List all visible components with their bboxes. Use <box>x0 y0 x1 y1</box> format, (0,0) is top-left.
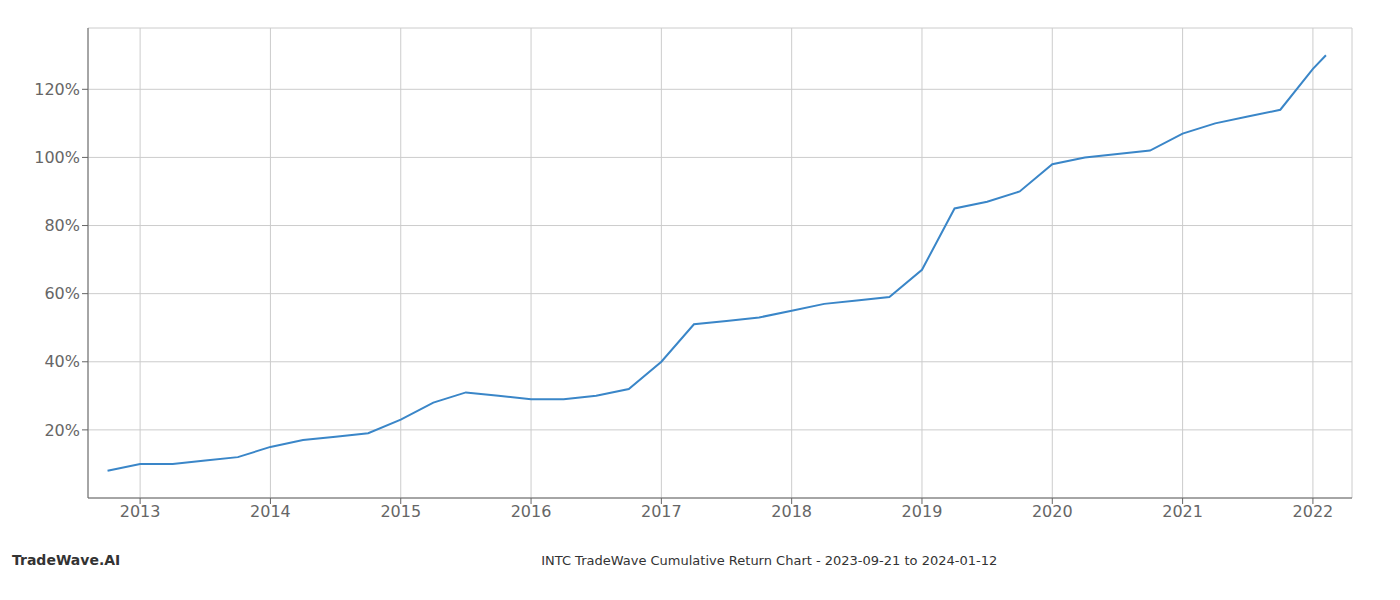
svg-text:2022: 2022 <box>1293 502 1334 521</box>
svg-text:2019: 2019 <box>902 502 943 521</box>
svg-text:2020: 2020 <box>1032 502 1073 521</box>
svg-text:60%: 60% <box>44 284 80 303</box>
svg-text:40%: 40% <box>44 352 80 371</box>
svg-text:2013: 2013 <box>120 502 161 521</box>
html-text:TradeWave.AI: TradeWave.AI <box>12 552 121 568</box>
svg-text:2016: 2016 <box>511 502 552 521</box>
html-text:INTC TradeWave Cumulative Retu: INTC TradeWave Cumulative Return Chart -… <box>541 553 998 568</box>
svg-text:20%: 20% <box>44 421 80 440</box>
svg-text:2015: 2015 <box>380 502 421 521</box>
svg-text:2018: 2018 <box>771 502 812 521</box>
svg-text:2017: 2017 <box>641 502 682 521</box>
svg-text:2014: 2014 <box>250 502 291 521</box>
svg-text:100%: 100% <box>34 148 80 167</box>
svg-text:80%: 80% <box>44 216 80 235</box>
svg-text:120%: 120% <box>34 80 80 99</box>
svg-text:2021: 2021 <box>1162 502 1203 521</box>
